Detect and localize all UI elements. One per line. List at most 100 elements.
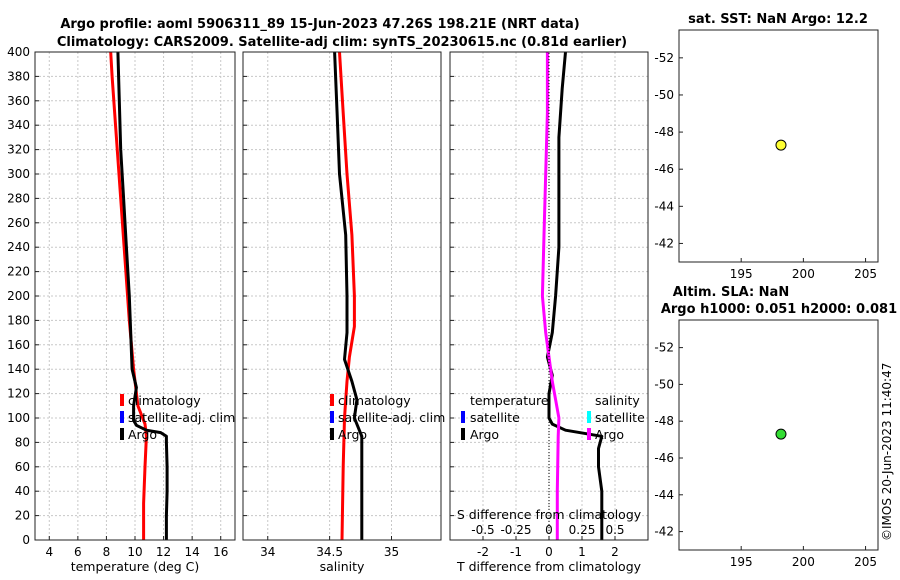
series-line-argo xyxy=(333,51,364,540)
top-x-tick-label: -0.5 xyxy=(471,523,494,537)
x-tick-label: 35 xyxy=(384,545,399,559)
x-tick-label: 195 xyxy=(730,555,753,569)
y-tick-label: 320 xyxy=(7,143,30,157)
axes-frame xyxy=(678,29,879,263)
x-tick-label: 200 xyxy=(792,555,815,569)
y-tick-label: -44 xyxy=(654,488,674,502)
axes-frame xyxy=(242,51,442,541)
y-tick-label: -50 xyxy=(654,88,674,102)
y-tick-label: 400 xyxy=(7,45,30,59)
x-tick-label: 6 xyxy=(74,545,82,559)
temperature-legend: climatology satellite-adj. clim Argo xyxy=(120,393,235,442)
legend-label-s-argo: Argo xyxy=(595,427,624,442)
legend-label-argo: Argo xyxy=(338,427,367,442)
y-tick-label: 60 xyxy=(15,460,30,474)
difference-legend: temperature satellite Argo salinity sate… xyxy=(461,393,645,442)
difference-profile-panel: -2 -1 0 1 2 -0.5 -0.25 0 0.25 0.5 xyxy=(449,51,649,559)
legend-swatch-s-argo xyxy=(587,428,591,440)
x-tick-label: 0 xyxy=(545,545,553,559)
y-tick-label: -46 xyxy=(654,162,674,176)
location-marker xyxy=(775,139,787,151)
axes-frame xyxy=(449,51,649,541)
x-tick-label: 2 xyxy=(611,545,619,559)
y-tick-label: 220 xyxy=(7,265,30,279)
legend-label-t-argo: Argo xyxy=(470,427,499,442)
difference-top-xlabel: S difference from climatology xyxy=(457,507,642,522)
y-tick-label: -44 xyxy=(654,199,674,213)
legend-label-argo: Argo xyxy=(128,427,157,442)
sla-map-title: Altim. SLA: NaN xyxy=(673,285,789,300)
y-tick-label: 180 xyxy=(7,313,30,327)
legend-label-climatology: climatology xyxy=(338,393,411,408)
legend-swatch-argo xyxy=(120,428,124,440)
y-tick-label: -42 xyxy=(654,236,674,250)
top-x-tick-label: 0.25 xyxy=(569,523,596,537)
y-tick-label: 300 xyxy=(7,167,30,181)
top-x-tick-label: 0.5 xyxy=(605,523,624,537)
y-tick-label: 360 xyxy=(7,94,30,108)
x-tick-label: 12 xyxy=(156,545,171,559)
location-marker xyxy=(775,428,787,440)
legend-header-salinity: salinity xyxy=(595,393,640,408)
x-tick-label: 34 xyxy=(260,545,275,559)
y-tick-label: 100 xyxy=(7,411,30,425)
x-tick-label: -1 xyxy=(510,545,522,559)
y-tick-label: 120 xyxy=(7,387,30,401)
sst-map-panel: 195 200 205 -42 -44 -46 -48 -50 -52 xyxy=(654,29,879,281)
legend-label-satellite-adj: satellite-adj. clim xyxy=(338,410,445,425)
y-tick-label: 80 xyxy=(15,435,30,449)
y-tick-label: 200 xyxy=(7,289,30,303)
legend-header-temperature: temperature xyxy=(470,393,549,408)
legend-label-s-satellite: satellite xyxy=(595,410,645,425)
series-line-argo xyxy=(116,51,169,540)
sst-map-title: sat. SST: NaN Argo: 12.2 xyxy=(688,12,868,27)
top-x-tick-label: -0.25 xyxy=(500,523,531,537)
difference-xlabel: T difference from climatology xyxy=(456,559,642,574)
x-tick-label: 205 xyxy=(854,267,877,281)
x-tick-label: 16 xyxy=(213,545,228,559)
y-tick-label: 140 xyxy=(7,362,30,376)
y-tick-label: -48 xyxy=(654,125,674,139)
legend-swatch-t-satellite xyxy=(461,411,465,423)
y-tick-label: 160 xyxy=(7,338,30,352)
x-tick-label: 14 xyxy=(185,545,200,559)
y-tick-label: 380 xyxy=(7,69,30,83)
x-tick-label: 1 xyxy=(578,545,586,559)
title-line2: Climatology: CARS2009. Satellite-adj cli… xyxy=(57,35,627,50)
y-tick-label: 280 xyxy=(7,191,30,205)
y-tick-label: -48 xyxy=(654,414,674,428)
legend-swatch-s-satellite xyxy=(587,411,591,423)
temperature-profile-panel: 4 6 8 10 12 14 1602040608010012014016018020022… xyxy=(7,45,236,559)
y-tick-label: -42 xyxy=(654,525,674,539)
y-tick-label: -52 xyxy=(654,341,674,355)
series-line-s-argo xyxy=(540,52,561,540)
legend-swatch-t-argo xyxy=(461,428,465,440)
x-tick-label: 205 xyxy=(854,555,877,569)
y-tick-label: 240 xyxy=(7,240,30,254)
x-tick-label: -2 xyxy=(477,545,489,559)
sla-map-panel: 195 200 205 -42 -44 -46 -48 -50 -52 xyxy=(654,319,879,569)
sla-map-subtitle: Argo h1000: 0.051 h2000: 0.081 xyxy=(661,302,897,317)
y-tick-label: 20 xyxy=(15,509,30,523)
title-line1: Argo profile: aoml 5906311_89 15-Jun-202… xyxy=(60,17,579,32)
y-tick-label: 340 xyxy=(7,118,30,132)
y-tick-label: -52 xyxy=(654,51,674,65)
axes-frame xyxy=(678,319,879,551)
legend-label-climatology: climatology xyxy=(128,393,201,408)
x-tick-label: 10 xyxy=(127,545,142,559)
temperature-xlabel: temperature (deg C) xyxy=(71,559,200,574)
x-tick-label: 8 xyxy=(103,545,111,559)
legend-swatch-climatology xyxy=(120,394,124,406)
axes-frame xyxy=(34,51,236,541)
legend-label-satellite-adj: satellite-adj. clim xyxy=(128,410,235,425)
legend-swatch-satellite-adj xyxy=(120,411,124,423)
y-tick-label: -50 xyxy=(654,377,674,391)
x-tick-label: 200 xyxy=(792,267,815,281)
top-x-tick-label: 0 xyxy=(545,523,553,537)
salinity-profile-panel: 34 34.5 35 xyxy=(242,51,442,559)
legend-swatch-satellite-adj xyxy=(330,411,334,423)
legend-swatch-climatology xyxy=(330,394,334,406)
y-tick-label: 0 xyxy=(22,533,30,547)
imos-watermark: ©IMOS 20-Jun-2023 11:40:47 xyxy=(880,363,894,541)
